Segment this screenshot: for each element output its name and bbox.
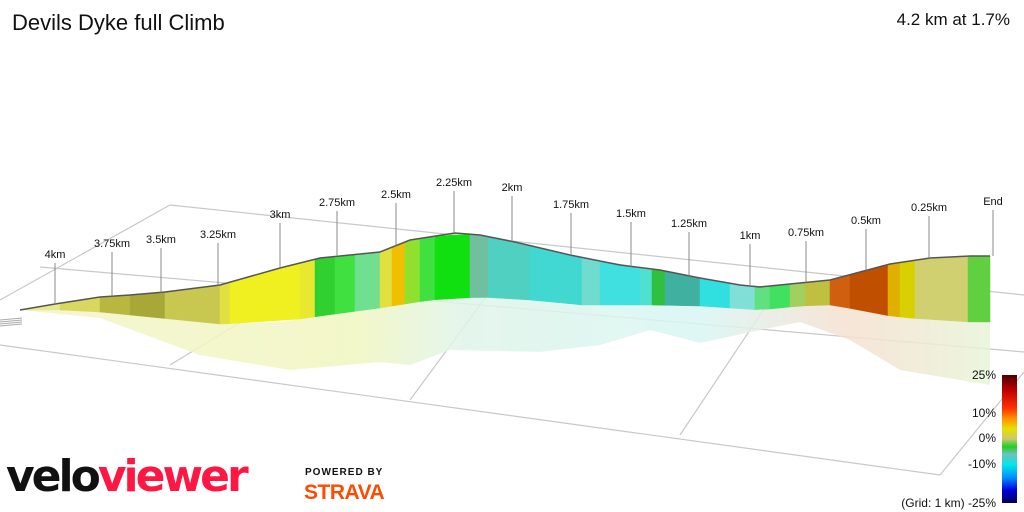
- gradient-segment: [434, 233, 471, 300]
- climb-summary: 4.2 km at 1.7%: [896, 10, 1010, 29]
- grid-line: [0, 344, 941, 476]
- gradient-segment: [469, 233, 489, 298]
- start-marker: [0, 317, 23, 321]
- gradient-segment: [789, 282, 806, 308]
- gradient-segment: [967, 255, 991, 323]
- distance-label: 2km: [502, 182, 523, 194]
- gradient-segment: [651, 268, 666, 306]
- gradient-segment: [391, 241, 406, 307]
- distance-label: 1.5km: [616, 208, 646, 220]
- gradient-segment: [419, 235, 436, 302]
- gradient-segment: [529, 245, 583, 306]
- gradient-segment: [729, 282, 756, 310]
- gradient-segment: [487, 236, 531, 301]
- gradient-segment: [887, 262, 901, 318]
- gradient-segment: [804, 279, 831, 307]
- distance-label: 1.75km: [553, 199, 589, 211]
- start-marker: [0, 323, 23, 327]
- logo-viewer: viewer: [97, 451, 249, 502]
- gradient-segment: [914, 255, 969, 323]
- grid-note: (Grid: 1 km): [901, 496, 965, 510]
- gradient-segment: [129, 291, 166, 319]
- logo-velo: velo: [6, 451, 101, 502]
- gradient-segment: [219, 281, 231, 325]
- distance-label: 4km: [45, 249, 66, 261]
- page-title: Devils Dyke full Climb: [12, 10, 225, 35]
- start-marker: [0, 319, 23, 323]
- legend-tick-minus10: -10%: [967, 457, 996, 471]
- gradient-segment: [899, 259, 916, 319]
- powered-by-label: POWERED BY: [305, 467, 384, 478]
- gradient-segment: [334, 254, 356, 315]
- gradient-segment: [581, 257, 601, 306]
- gradient-segment: [769, 283, 791, 310]
- distance-label: 3.25km: [200, 229, 236, 241]
- distance-label: 0.5km: [851, 215, 881, 227]
- profile-shadow: [20, 297, 990, 385]
- gradient-segment: [379, 246, 393, 309]
- start-marker: [0, 321, 23, 325]
- gradient-color-scale: [1002, 375, 1017, 503]
- strava-logo[interactable]: STRAVA: [304, 481, 385, 504]
- distance-label: 3km: [270, 209, 291, 221]
- legend-tick-0: 0%: [978, 431, 996, 445]
- legend-tick-10: 10%: [971, 406, 996, 420]
- gradient-segment: [99, 294, 131, 316]
- gradient-segment: [849, 264, 889, 316]
- gradient-segment: [754, 285, 771, 310]
- gradient-segment: [354, 251, 381, 312]
- distance-label: 1.25km: [671, 218, 707, 230]
- distance-label: 0.75km: [788, 227, 824, 239]
- gradient-segment: [639, 267, 653, 306]
- legend-tick-minus25: -25%: [967, 496, 996, 510]
- distance-label: End: [983, 196, 1003, 208]
- distance-label: 0.25km: [911, 202, 947, 214]
- gradient-segment: [299, 258, 316, 320]
- distance-label: 2.5km: [381, 189, 411, 201]
- gradient-segment: [59, 296, 101, 313]
- distance-label: 3.5km: [146, 234, 176, 246]
- distance-label: 2.25km: [436, 177, 472, 189]
- distance-label: 2.75km: [319, 197, 355, 209]
- legend-tick-25: 25%: [971, 368, 996, 382]
- gradient-segment: [404, 238, 421, 305]
- grid-line: [0, 204, 171, 301]
- distance-label: 3.75km: [94, 238, 130, 250]
- gradient-segment: [599, 260, 641, 306]
- veloviewer-logo[interactable]: veloviewer: [6, 451, 249, 502]
- profile-ridge-line: [19, 232, 990, 311]
- gradient-segment: [314, 256, 336, 318]
- distance-label: 1km: [740, 230, 761, 242]
- legend-bottom: (Grid: 1 km) -25%: [901, 496, 996, 510]
